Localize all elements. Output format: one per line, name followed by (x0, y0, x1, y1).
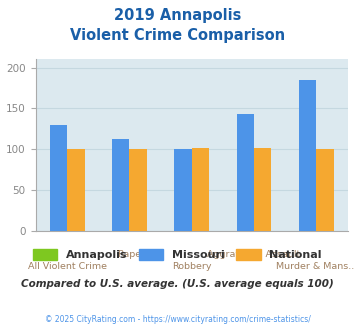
Bar (67, 149, 84, 231)
Text: Robbery: Robbery (172, 262, 212, 271)
Bar (236, 114, 254, 231)
Bar (192, 148, 209, 231)
Bar (316, 149, 334, 231)
Text: Aggravated Assault: Aggravated Assault (207, 250, 301, 259)
Bar (174, 149, 192, 231)
Bar (112, 140, 130, 231)
Bar (299, 80, 316, 231)
Bar (50, 125, 67, 231)
Bar (130, 149, 147, 231)
Text: Murder & Mans...: Murder & Mans... (275, 262, 355, 271)
Text: Compared to U.S. average. (U.S. average equals 100): Compared to U.S. average. (U.S. average … (21, 279, 334, 289)
Bar (254, 148, 272, 231)
Text: All Violent Crime: All Violent Crime (28, 262, 106, 271)
Text: © 2025 CityRating.com - https://www.cityrating.com/crime-statistics/: © 2025 CityRating.com - https://www.city… (45, 315, 310, 324)
Text: 2019 Annapolis: 2019 Annapolis (114, 8, 241, 23)
Text: Rape: Rape (118, 250, 142, 259)
Legend: Annapolis, Missouri, National: Annapolis, Missouri, National (28, 245, 327, 265)
Text: Violent Crime Comparison: Violent Crime Comparison (70, 28, 285, 43)
